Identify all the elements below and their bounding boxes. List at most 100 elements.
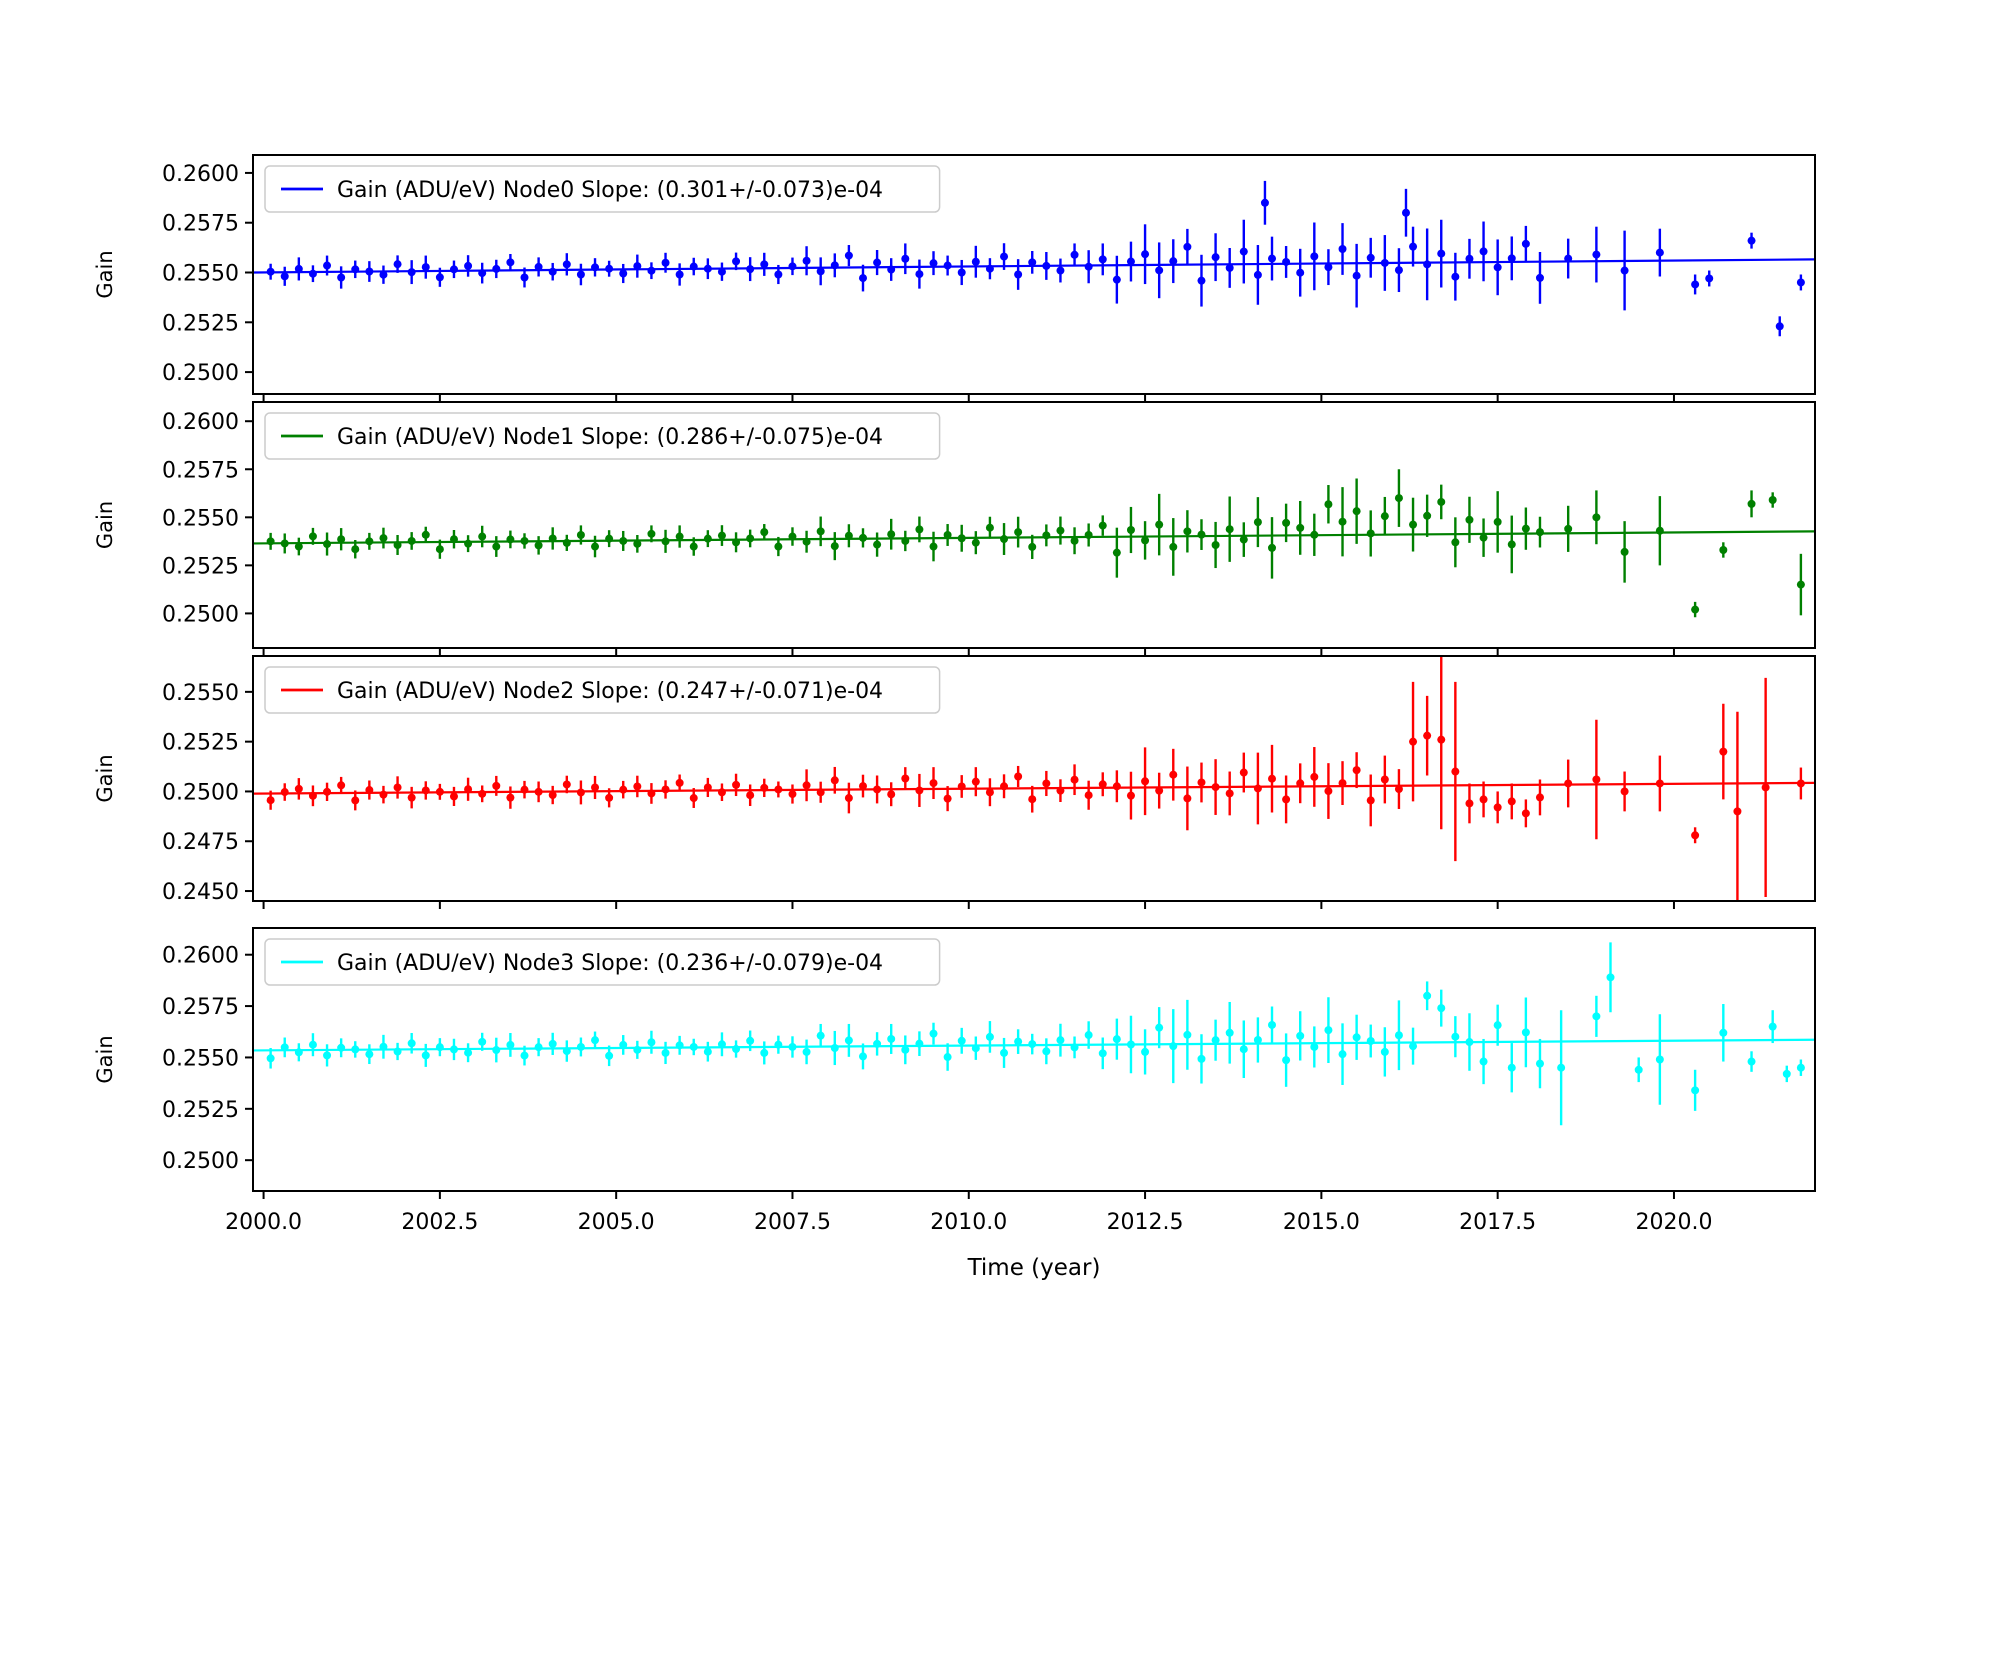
fit-line: [254, 781, 1814, 795]
data-point: [1112, 1035, 1121, 1044]
data-point: [1423, 731, 1432, 740]
data-point: [1557, 1063, 1566, 1072]
data-point: [1479, 795, 1488, 804]
data-point: [365, 537, 374, 546]
data-point: [1000, 252, 1009, 261]
data-point: [703, 534, 712, 543]
data-point: [774, 270, 783, 279]
data-point: [1000, 1048, 1009, 1057]
data-point: [1747, 236, 1756, 245]
data-point: [393, 1047, 402, 1056]
data-point: [393, 783, 402, 792]
y-tick-label: 0.2550: [162, 506, 239, 531]
data-point: [266, 1054, 275, 1063]
data-point: [407, 793, 416, 802]
panel-node0: 0.2500 0.2525 0.2550 0.2575 0.2600 Gain Gain (…: [93, 154, 1816, 402]
data-point: [1507, 797, 1516, 806]
data-point: [887, 265, 896, 274]
data-point: [1451, 538, 1460, 547]
data-point: [1606, 973, 1615, 982]
data-point: [1253, 784, 1262, 793]
data-point: [1126, 525, 1135, 534]
data-point: [1352, 766, 1361, 775]
data-point: [1239, 535, 1248, 544]
data-point: [1282, 1056, 1291, 1065]
data-point: [1535, 528, 1544, 537]
y-tick-label: 0.2550: [162, 262, 239, 287]
data-point: [506, 258, 515, 267]
data-point: [619, 1040, 628, 1049]
data-point: [520, 1051, 529, 1060]
data-point: [1747, 1057, 1756, 1066]
data-point: [1155, 266, 1164, 275]
y-axis-label: Gain: [93, 250, 117, 298]
data-point: [548, 267, 557, 276]
data-point: [901, 254, 910, 263]
data-point: [492, 264, 501, 273]
data-point: [1155, 1023, 1164, 1032]
data-point: [379, 270, 388, 279]
data-point: [746, 1036, 755, 1045]
data-point: [661, 258, 670, 267]
data-point: [407, 1039, 416, 1048]
data-point: [1747, 499, 1756, 508]
data-point: [1338, 1050, 1347, 1059]
data-point: [548, 534, 557, 543]
data-point: [858, 1052, 867, 1061]
data-point: [576, 270, 585, 279]
data-point: [1768, 1022, 1777, 1031]
data-point: [887, 790, 896, 799]
data-point: [308, 532, 317, 541]
data-point: [689, 794, 698, 803]
y-tick-label: 0.2600: [162, 162, 239, 187]
data-point: [1338, 245, 1347, 254]
data-point: [1169, 542, 1178, 551]
data-point: [506, 535, 515, 544]
data-point: [351, 796, 360, 805]
data-point: [294, 1048, 303, 1057]
data-point: [1324, 787, 1333, 796]
data-point: [506, 793, 515, 802]
data-point: [1098, 521, 1107, 530]
data-point: [1225, 263, 1234, 272]
data-point: [1521, 239, 1530, 248]
data-point: [464, 539, 473, 548]
x-tick-label: 2020.0: [1635, 1210, 1712, 1235]
data-point: [1098, 1049, 1107, 1058]
data-point: [1493, 1021, 1502, 1030]
data-point: [1620, 266, 1629, 275]
data-point: [1225, 789, 1234, 798]
data-point: [957, 534, 966, 543]
data-point: [435, 545, 444, 554]
data-point: [1197, 1054, 1206, 1063]
data-point: [1000, 535, 1009, 544]
data-point: [308, 1040, 317, 1049]
data-point: [647, 529, 656, 538]
data-point: [1493, 517, 1502, 526]
data-point: [943, 261, 952, 270]
data-point: [421, 786, 430, 795]
data-point: [1592, 250, 1601, 259]
data-point: [873, 540, 882, 549]
data-point: [915, 525, 924, 534]
data-point: [280, 1043, 289, 1052]
data-point: [830, 261, 839, 270]
data-point: [1719, 747, 1728, 756]
data-point: [746, 265, 755, 274]
data-point: [971, 538, 980, 547]
data-point: [675, 1041, 684, 1050]
data-point: [985, 523, 994, 532]
data-point: [1070, 250, 1079, 259]
data-point: [915, 1039, 924, 1048]
data-point: [492, 781, 501, 790]
data-point: [1437, 1004, 1446, 1013]
data-point: [1324, 263, 1333, 272]
y-tick-label: 0.2525: [162, 554, 239, 579]
data-point: [901, 774, 910, 783]
data-point: [1282, 795, 1291, 804]
data-point: [1733, 807, 1742, 816]
data-point: [1691, 280, 1700, 289]
data-point: [1437, 249, 1446, 258]
x-tick-label: 2002.5: [401, 1210, 478, 1235]
